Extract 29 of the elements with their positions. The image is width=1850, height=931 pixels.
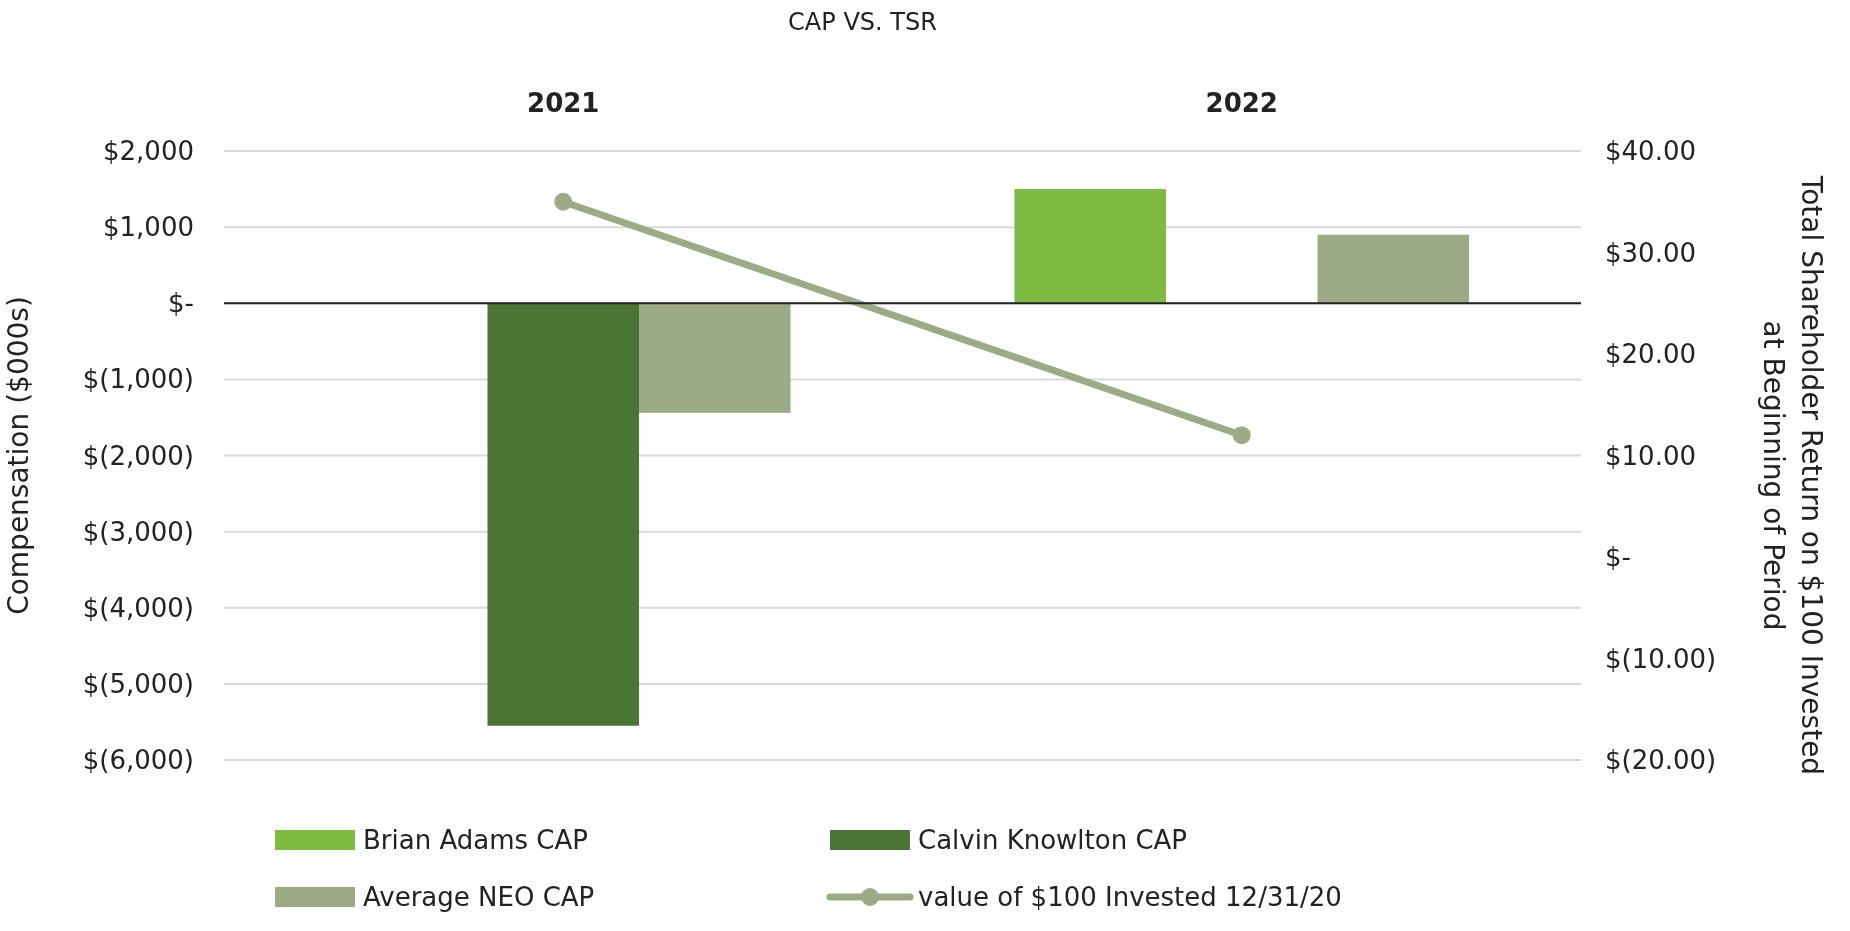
y2-axis-title: Total Shareholder Return on $100 Invested at Beginning of Period — [1757, 174, 1829, 776]
y-tick-label: $1,000 — [103, 212, 194, 243]
legend-label: Brian Adams CAP — [363, 825, 588, 856]
legend-label: Average NEO CAP — [363, 882, 595, 913]
y2-tick-label: $(20.00) — [1605, 745, 1717, 776]
legend-label: Calvin Knowlton CAP — [918, 825, 1188, 856]
y-tick-label: $2,000 — [103, 136, 194, 167]
bar — [487, 303, 640, 726]
y-tick-label: $(1,000) — [82, 364, 194, 395]
bar — [639, 303, 791, 413]
y-tick-label: $(2,000) — [82, 440, 194, 471]
y2-tick-label: $- — [1605, 542, 1631, 573]
y-tick-label: $(5,000) — [82, 668, 194, 699]
y2-tick-label: $40.00 — [1605, 136, 1696, 167]
y2-tick-label: $10.00 — [1605, 440, 1696, 471]
y2-tick-label: $20.00 — [1605, 339, 1696, 370]
y-tick-label: $- — [168, 288, 194, 319]
y-axis-title: Compensation ($000s) — [2, 296, 35, 615]
x-tick-label: 2021 — [527, 88, 600, 119]
y-tick-label: $(6,000) — [82, 745, 194, 776]
legend-label: value of $100 Invested 12/31/20 — [918, 882, 1342, 913]
y-tick-label: $(3,000) — [82, 516, 194, 547]
bar — [1014, 189, 1166, 304]
y2-tick-label: $(10.00) — [1605, 643, 1717, 674]
bar — [1317, 234, 1470, 304]
y-tick-label: $(4,000) — [82, 592, 194, 623]
chart-title: CAP VS. TSR — [788, 8, 937, 36]
y2-tick-label: $30.00 — [1605, 237, 1696, 268]
x-tick-label: 2022 — [1205, 88, 1278, 119]
